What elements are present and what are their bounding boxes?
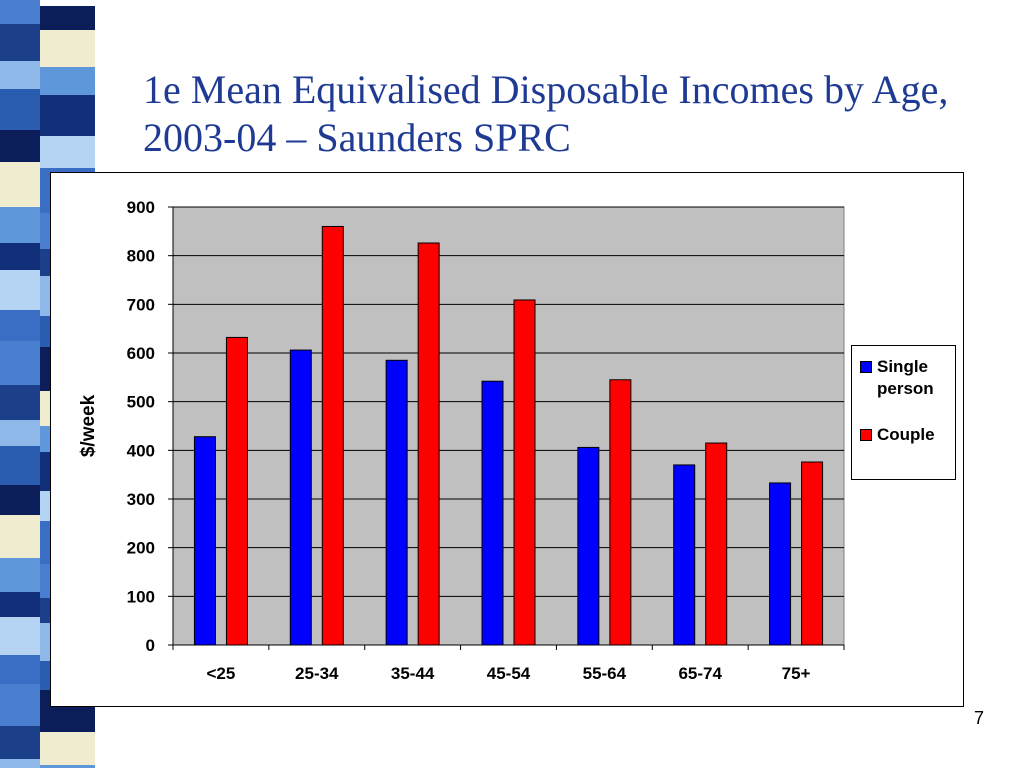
- y-tick-label: 200: [127, 539, 155, 558]
- bar-couple: [513, 299, 536, 646]
- x-tick-label: <25: [207, 664, 236, 683]
- y-tick-label: 500: [127, 393, 155, 412]
- y-tick-label: 700: [127, 295, 155, 314]
- bar-single-person: [385, 359, 408, 646]
- legend-label: Single person: [877, 357, 934, 398]
- plot-area: [172, 206, 845, 646]
- y-axis-label: $/week: [78, 394, 99, 457]
- slide-title: 1e Mean Equivalised Disposable Incomes b…: [143, 67, 949, 160]
- x-tick-label: 35-44: [391, 664, 435, 683]
- y-tick-label: 900: [127, 198, 155, 217]
- bar-single-person: [769, 482, 792, 646]
- x-tick-label: 25-34: [295, 664, 339, 683]
- chart-frame: 0 100 200 300 400 500 600 700 800 900 <25 25-34 35-4…: [50, 172, 964, 707]
- page-number: 7: [974, 708, 985, 728]
- y-tick-label: 300: [127, 490, 155, 509]
- y-tick-label: 100: [127, 587, 155, 606]
- bar-couple: [801, 461, 824, 646]
- y-tick-label: 0: [146, 636, 155, 655]
- x-tick-label: 65-74: [678, 664, 722, 683]
- bar-couple: [417, 242, 440, 646]
- x-tick-label: 75+: [782, 664, 811, 683]
- y-tick-label: 600: [127, 344, 155, 363]
- x-tick-label: 45-54: [487, 664, 531, 683]
- chart-legend: Single person Couple: [851, 345, 956, 480]
- bar-chart: 0 100 200 300 400 500 600 700 800 900 <25 25-34 35-4…: [78, 198, 845, 683]
- legend-swatch: [860, 429, 872, 441]
- legend-swatch: [860, 361, 872, 373]
- legend-label: Couple: [877, 425, 935, 444]
- bar-single-person: [577, 446, 600, 646]
- bar-single-person: [673, 464, 696, 646]
- bar-single-person: [289, 349, 312, 646]
- bar-couple: [321, 225, 344, 646]
- bar-single-person: [193, 436, 216, 646]
- legend-entry: Single person: [860, 356, 955, 400]
- legend-entry: Couple: [860, 424, 955, 446]
- y-tick-label: 400: [127, 441, 155, 460]
- x-tick-label: 55-64: [583, 664, 627, 683]
- bar-single-person: [481, 380, 504, 646]
- bar-couple: [705, 442, 728, 646]
- y-tick-label: 800: [127, 247, 155, 266]
- bar-couple: [609, 379, 632, 646]
- bar-couple: [225, 336, 248, 646]
